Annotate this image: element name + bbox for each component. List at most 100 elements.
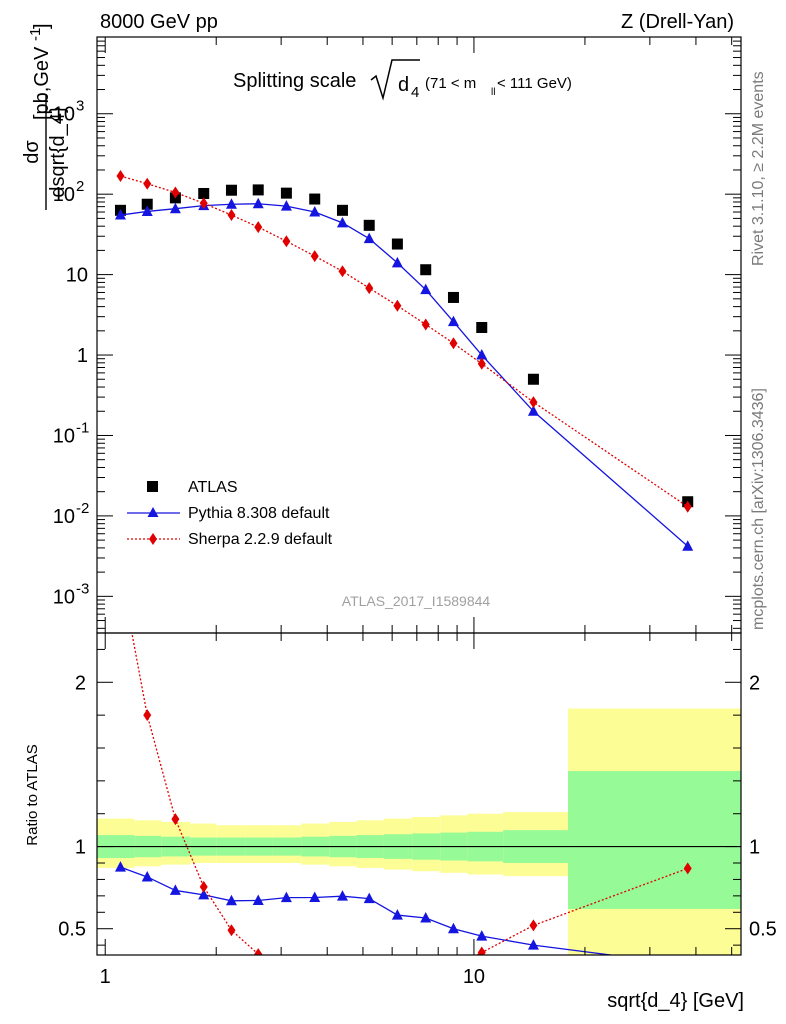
top-point-pythia xyxy=(447,315,459,327)
top-point-atlas xyxy=(280,187,292,199)
rivet-version-label: Rivet 3.1.10, ≥ 2.2M events xyxy=(750,71,767,266)
top-point-sherpa xyxy=(171,186,180,199)
top-point-pythia xyxy=(391,256,403,268)
ratio-point-pythia xyxy=(476,930,488,941)
ratio-point-pythia xyxy=(225,894,237,906)
ratio-band-green xyxy=(568,771,741,909)
plot-title-range-end: < 111 GeV) xyxy=(497,75,572,92)
header-energy-label: 8000 GeV pp xyxy=(100,11,218,33)
ratio-y-tick-label-right: 2 xyxy=(749,672,760,694)
ratio-y-tick-label-right: 1 xyxy=(749,837,760,859)
top-y-tick-label: 10 xyxy=(53,506,75,528)
ratio-point-pythia xyxy=(447,922,459,934)
top-point-sherpa xyxy=(338,265,347,278)
top-y-tick-label: 10 xyxy=(66,265,88,287)
plot-title: Splitting scale d 4 (71 < m ll < 111 GeV… xyxy=(233,59,572,101)
top-point-pythia xyxy=(280,200,292,211)
top-point-atlas xyxy=(141,198,153,210)
x-axis-label: sqrt{d_4} [GeV] xyxy=(607,990,744,1012)
ratio-point-sherpa xyxy=(393,977,401,989)
ratio-point-pythia xyxy=(309,891,321,902)
top-y-tick-exponent: -2 xyxy=(76,500,89,517)
legend-marker-atlas xyxy=(147,481,158,492)
top-point-atlas xyxy=(391,238,403,250)
ratio-point-sherpa xyxy=(477,946,486,955)
legend-marker-pythia xyxy=(147,507,159,517)
top-point-atlas xyxy=(527,373,539,385)
top-y-tick-label: 10 xyxy=(53,104,75,126)
top-point-sherpa xyxy=(683,500,692,513)
ratio-series-layer xyxy=(114,566,693,989)
ratio-point-sherpa xyxy=(116,566,124,578)
plot-title-range: (71 < m xyxy=(425,75,476,92)
top-y-axis-unit: [pb,GeV -1 ] xyxy=(27,23,53,120)
ratio-point-pythia xyxy=(363,892,375,904)
top-point-pythia xyxy=(420,283,432,295)
ratio-plot-frame xyxy=(96,632,742,956)
ratio-y-tick-label-left: 1 xyxy=(75,837,86,859)
ratio-point-pythia xyxy=(420,912,432,923)
top-point-atlas xyxy=(447,291,459,303)
ratio-point-sherpa xyxy=(282,963,290,975)
top-point-sherpa xyxy=(116,170,125,183)
ylabel-unit: [pb,GeV xyxy=(31,46,53,120)
uncertainty-bands xyxy=(97,708,741,955)
ratio-point-sherpa xyxy=(529,919,538,932)
ratio-line-pythia xyxy=(120,866,616,955)
plot-title-var: d xyxy=(398,74,409,96)
top-point-pythia xyxy=(252,197,264,209)
ylabel-numerator: dσ xyxy=(21,140,43,164)
ratio-point-sherpa xyxy=(254,948,263,955)
ratio-y-tick-label-left: 0.5 xyxy=(58,919,86,941)
top-point-atlas xyxy=(309,193,321,205)
top-point-pythia xyxy=(169,202,181,214)
top-y-tick-exponent: 3 xyxy=(76,98,84,115)
top-y-tick-label: 10 xyxy=(53,184,75,206)
top-point-atlas xyxy=(336,204,348,216)
top-point-pythia xyxy=(527,405,539,416)
ratio-point-pythia xyxy=(527,939,539,950)
top-point-atlas xyxy=(420,264,432,276)
top-point-sherpa xyxy=(421,318,430,331)
top-point-sherpa xyxy=(282,235,291,248)
top-point-sherpa xyxy=(310,250,319,263)
header-process-label: Z (Drell-Yan) xyxy=(621,11,734,33)
ratio-point-pythia xyxy=(391,909,403,920)
ratio-point-sherpa xyxy=(683,862,692,875)
top-point-sherpa xyxy=(254,221,263,234)
ratio-point-sherpa xyxy=(422,971,430,983)
top-point-atlas xyxy=(198,187,210,199)
top-point-sherpa xyxy=(393,299,402,312)
ylabel-unit-end: ] xyxy=(31,23,53,29)
top-point-pythia xyxy=(682,540,694,551)
top-point-pythia xyxy=(476,349,488,360)
plot-title-main: Splitting scale xyxy=(233,70,356,92)
top-line-pythia xyxy=(120,203,689,547)
mcplots-label: mcplots.cern.ch [arXiv:1306.3436] xyxy=(750,388,767,630)
top-point-sherpa xyxy=(143,177,152,190)
top-point-pythia xyxy=(309,206,321,217)
top-point-atlas xyxy=(476,321,488,333)
legend-marker-sherpa xyxy=(149,533,157,545)
ratio-point-sherpa xyxy=(143,709,152,722)
ratio-line-sherpa xyxy=(131,633,688,955)
ratio-point-pythia xyxy=(198,888,210,900)
ratio-y-tick-label-left: 2 xyxy=(75,672,86,694)
top-point-sherpa xyxy=(227,209,236,222)
top-point-sherpa xyxy=(449,337,458,350)
legend-entry-sherpa: Sherpa 2.2.9 default xyxy=(188,531,333,548)
sqrt-symbol xyxy=(370,59,420,101)
analysis-watermark: ATLAS_2017_I1589844 xyxy=(342,593,491,609)
top-y-tick-label: 10 xyxy=(53,425,75,447)
ylabel-unit-sup: -1 xyxy=(27,28,44,41)
top-point-sherpa xyxy=(199,197,208,210)
ratio-point-pythia xyxy=(280,891,292,903)
ratio-point-sherpa xyxy=(338,976,346,988)
ratio-point-pythia xyxy=(252,894,264,905)
top-point-atlas xyxy=(363,219,375,231)
top-point-pythia xyxy=(141,205,153,216)
top-y-tick-exponent: -1 xyxy=(76,419,89,436)
ylabel-denominator: dsqrt{d_4} xyxy=(47,106,69,198)
ratio-point-pythia xyxy=(682,959,693,970)
